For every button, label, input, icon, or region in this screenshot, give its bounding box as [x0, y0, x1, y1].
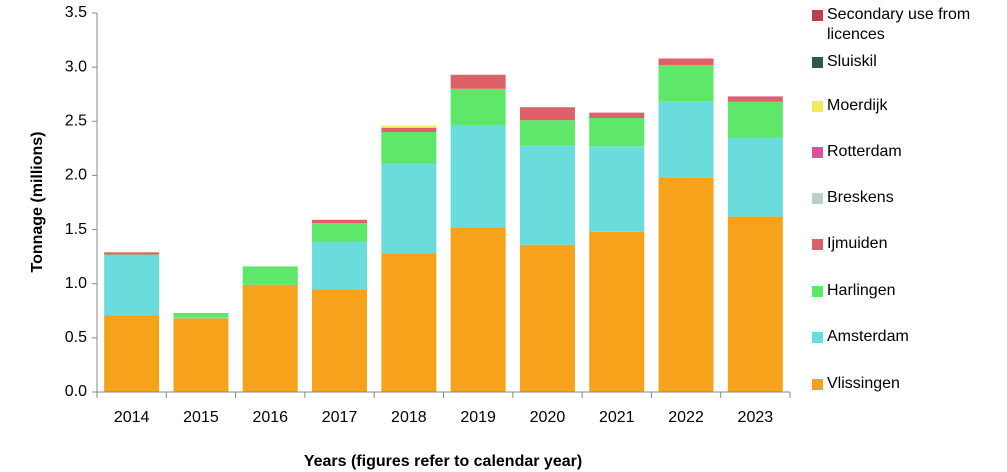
legend-item: Breskens	[812, 188, 1002, 208]
bar-segment	[312, 219, 368, 224]
y-tick-label: 3.0	[65, 58, 87, 75]
bar-segment	[173, 318, 229, 392]
legend-label: Amsterdam	[827, 328, 909, 345]
bar-segment	[727, 101, 783, 138]
x-tick-label: 2016	[252, 409, 288, 426]
x-tick-label: 2019	[460, 409, 496, 426]
y-tick-label: 2.5	[65, 113, 87, 130]
bar-segment	[381, 253, 437, 392]
legend-swatch	[812, 286, 823, 297]
bar-segment	[450, 227, 506, 392]
bar-segment	[519, 145, 575, 245]
legend-item: Secondary use from licences	[812, 5, 1002, 45]
legend-label: Breskens	[827, 189, 894, 206]
legend-swatch	[812, 193, 823, 204]
legend-swatch	[812, 147, 823, 158]
y-tick-label: 0.5	[65, 329, 87, 346]
bar-segment	[519, 244, 575, 392]
y-tick-label: 0.0	[65, 383, 87, 400]
x-tick-label: 2014	[114, 409, 150, 426]
bar-segment	[589, 146, 645, 232]
legend-label: Rotterdam	[827, 143, 902, 160]
bar-segment	[381, 132, 437, 164]
legend-swatch	[812, 332, 823, 343]
bar-segment	[727, 216, 783, 392]
y-tick-label: 3.5	[65, 4, 87, 21]
bar-segment	[381, 125, 437, 128]
bar-segment	[242, 284, 298, 392]
bar-segment	[312, 289, 368, 392]
bar-segment	[173, 312, 229, 318]
bar-segment	[589, 231, 645, 392]
legend-item: Harlingen	[812, 281, 1002, 301]
bar-segment	[658, 58, 714, 65]
legend-item: Sluiskil	[812, 52, 1002, 72]
x-tick-label: 2015	[183, 409, 219, 426]
legend-swatch	[812, 379, 823, 390]
bar-segment	[381, 163, 437, 254]
bar-segment	[727, 96, 783, 102]
y-tick-label: 1.0	[65, 275, 87, 292]
bar-segment	[589, 112, 645, 119]
legend-item: Vlissingen	[812, 374, 1002, 394]
x-tick-label: 2021	[599, 409, 635, 426]
bar-segment	[312, 241, 368, 290]
legend-label: Secondary use from licences	[827, 6, 971, 43]
bar-segment	[589, 118, 645, 147]
bar-segment	[658, 177, 714, 392]
x-tick-label: 2017	[322, 409, 358, 426]
bar-segment	[104, 254, 160, 256]
legend-label: Harlingen	[827, 282, 896, 299]
y-tick-label: 1.5	[65, 221, 87, 238]
y-axis-label: Tonnage (millions)	[29, 131, 46, 272]
bar-segment	[450, 125, 506, 228]
bar-segment	[519, 120, 575, 146]
legend-label: Vlissingen	[827, 375, 900, 392]
x-tick-label: 2020	[530, 409, 566, 426]
bar-segment	[381, 127, 437, 133]
legend-item: Moerdijk	[812, 96, 1002, 116]
bar-segment	[658, 64, 714, 102]
bar-segment	[173, 317, 229, 319]
legend-item: Amsterdam	[812, 327, 1002, 347]
bar-segment	[104, 255, 160, 316]
x-tick-label: 2023	[738, 409, 774, 426]
bar-segment	[658, 101, 714, 178]
bar-segment	[312, 223, 368, 242]
x-tick-label: 2018	[391, 409, 427, 426]
bar-segment	[450, 74, 506, 89]
legend-label: Ijmuiden	[827, 235, 888, 252]
legend-label: Sluiskil	[827, 53, 877, 70]
bar-segment	[519, 107, 575, 121]
legend-swatch	[812, 57, 823, 68]
bar-segment	[727, 137, 783, 217]
x-axis-label: Years (figures refer to calendar year)	[304, 453, 582, 470]
legend-swatch	[812, 239, 823, 250]
legend-label: Moerdijk	[827, 97, 888, 114]
legend-swatch	[812, 10, 823, 21]
bar-segment	[450, 88, 506, 126]
y-tick-label: 2.0	[65, 167, 87, 184]
bar-segment	[104, 252, 160, 255]
bar-segment	[104, 315, 160, 392]
legend-item: Ijmuiden	[812, 234, 1002, 254]
bar-segment	[242, 266, 298, 285]
legend-swatch	[812, 101, 823, 112]
x-tick-label: 2022	[668, 409, 704, 426]
legend-item: Rotterdam	[812, 142, 1002, 162]
